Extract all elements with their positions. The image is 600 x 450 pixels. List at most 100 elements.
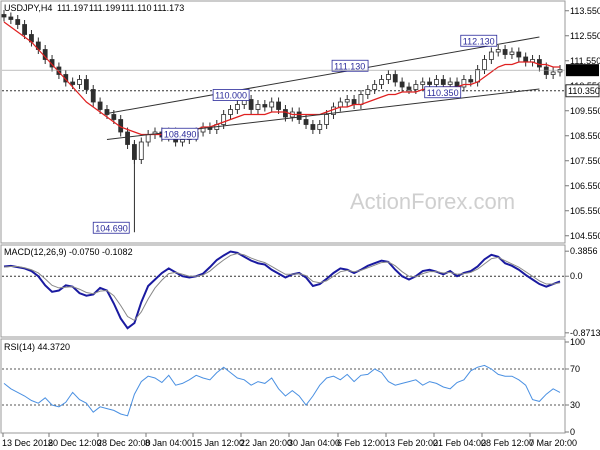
annotation-label: 108.490 xyxy=(164,129,197,139)
macd-panel: 0.3856 0.0 -0.8713 xyxy=(2,246,600,338)
candle-body xyxy=(543,66,549,75)
candle-body xyxy=(537,59,542,68)
candle-body xyxy=(303,119,309,125)
annotation-box xyxy=(212,89,250,101)
candle-body xyxy=(392,74,398,83)
rsi-tick-label: 70 xyxy=(570,364,580,374)
annotation-box xyxy=(460,34,498,47)
rsi-title: RSI(14) 44.3720 xyxy=(4,342,70,352)
candle-body xyxy=(372,84,378,90)
candle-body xyxy=(63,74,69,83)
candle-body xyxy=(379,79,384,85)
candle-body xyxy=(440,79,446,85)
candle-body xyxy=(70,81,76,85)
x-tick-label: 13 Dec 2018 xyxy=(2,438,53,448)
macd-tick-label: 0.3856 xyxy=(570,246,598,256)
candle-body xyxy=(475,69,481,83)
candle-body xyxy=(310,124,316,130)
candle-body xyxy=(509,51,515,55)
candle-body xyxy=(351,99,357,105)
price-tick-label: 113.550 xyxy=(570,6,600,16)
x-tick-label: 22 Jan 20:00 xyxy=(240,438,292,448)
candle-body xyxy=(420,81,426,85)
last-price-tag xyxy=(566,64,599,77)
candle-body xyxy=(90,89,96,103)
candle-body xyxy=(385,74,391,80)
candle-body xyxy=(406,86,412,90)
x-tick-label: 28 Feb 12:00 xyxy=(481,438,534,448)
candle-body xyxy=(104,109,110,115)
candle-body xyxy=(1,14,7,18)
candle-body xyxy=(365,89,371,95)
price-annotations: 104.690 108.490 110.000 111.130 110.350 112.1… xyxy=(92,34,498,234)
candle-body xyxy=(97,101,103,110)
candle-body xyxy=(482,59,487,70)
annotation-label: 104.690 xyxy=(95,223,128,233)
annotation-label: 111.130 xyxy=(334,61,365,71)
candle-body xyxy=(296,111,302,120)
candle-body xyxy=(138,141,144,160)
candle-body xyxy=(22,24,27,35)
level-line-group: 110.350 xyxy=(2,84,600,98)
candle-body xyxy=(77,79,82,85)
annotation-box xyxy=(92,221,130,234)
x-tick-label: 7 Mar 20:00 xyxy=(529,438,577,448)
price-tick-label: 108.550 xyxy=(570,131,600,141)
candle-body xyxy=(337,101,343,108)
annotation-box xyxy=(161,127,199,140)
candle-body xyxy=(49,59,55,68)
candle-body xyxy=(461,79,467,88)
candle-body xyxy=(550,71,556,75)
candle-body xyxy=(269,101,275,108)
rsi-tick-label: 30 xyxy=(570,400,580,410)
x-tick-label: 30 Jan 04:00 xyxy=(288,438,340,448)
last-price-label: 111.173 xyxy=(568,65,599,75)
candle-body xyxy=(413,84,419,90)
x-tick-label: 28 Dec 20:00 xyxy=(97,438,151,448)
candle-body xyxy=(495,49,501,53)
annotation-label: 112.130 xyxy=(463,36,495,46)
candle-body xyxy=(221,114,227,125)
macd-tick-label: -0.8713 xyxy=(570,328,600,338)
channel-upper-line xyxy=(106,36,540,114)
candle-body xyxy=(56,66,62,75)
candle-body xyxy=(111,114,117,120)
symbol-label: USDJPY,H4 xyxy=(4,3,52,13)
ohlc-low: 111.110 xyxy=(121,3,152,13)
candle-body xyxy=(399,81,405,88)
candle-body xyxy=(502,49,508,55)
x-tick-label: 20 Dec 12:00 xyxy=(48,438,102,448)
ohlc-high: 111.199 xyxy=(89,3,120,13)
candle-body xyxy=(447,81,453,85)
candle-body xyxy=(234,104,240,110)
annotation-label: 110.000 xyxy=(215,91,247,101)
candle-body xyxy=(15,19,21,25)
candle-body xyxy=(283,109,288,118)
candle-body xyxy=(344,99,350,103)
annotation-box xyxy=(331,59,369,72)
price-tick-label: 105.550 xyxy=(570,206,600,216)
last-price-group: 111.173 xyxy=(2,64,599,77)
candle-body xyxy=(468,79,474,83)
price-panel-frame xyxy=(0,0,566,244)
macd-panel-frame xyxy=(0,244,566,338)
level-line-label: 110.350 xyxy=(568,86,600,96)
candle-body xyxy=(83,79,89,90)
candle-body xyxy=(228,109,233,115)
macd-line xyxy=(3,250,561,330)
x-tick-label: 21 Feb 04:00 xyxy=(433,438,486,448)
candle-body xyxy=(248,99,254,110)
price-tick-label: 104.550 xyxy=(570,231,600,241)
candle-body xyxy=(557,69,563,73)
rsi-panel-frame xyxy=(0,338,566,434)
ohlc-open: 111.197 xyxy=(57,3,88,13)
rsi-line xyxy=(3,364,561,417)
price-tick-label: 106.550 xyxy=(570,181,600,191)
macd-signal-line xyxy=(3,252,561,322)
price-tick-label: 107.550 xyxy=(570,156,600,166)
rsi-tick-label: 0 xyxy=(570,427,575,437)
rsi-panel: 100 70 30 0 xyxy=(2,337,585,437)
ohlc-close: 111.173 xyxy=(153,3,184,13)
